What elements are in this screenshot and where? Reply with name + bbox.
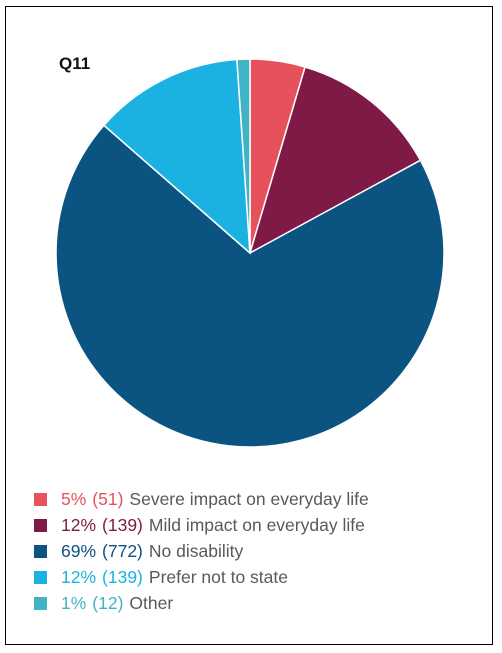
pie-slice-no-disability <box>55 124 445 448</box>
legend-swatch-prefer-not <box>34 570 47 584</box>
legend-count-no-disability: (772) <box>102 541 143 561</box>
legend-percent-no-disability: 69% <box>61 541 97 561</box>
legend-label-mild: Mild impact on everyday life <box>148 515 365 535</box>
legend-label-other: Other <box>129 593 174 613</box>
legend-swatch-other <box>34 596 47 610</box>
legend-item-mild: 12% (139) Mild impact on everyday life <box>34 512 494 538</box>
legend-swatch-no-disability <box>34 544 47 558</box>
legend-label-severe: Severe impact on everyday life <box>129 489 369 509</box>
legend-label-prefer-not: Prefer not to state <box>148 567 288 587</box>
legend-swatch-mild <box>34 518 47 532</box>
legend-label-no-disability: No disability <box>148 541 244 561</box>
legend-percent-mild: 12% <box>61 515 97 535</box>
legend-count-other: (12) <box>92 593 124 613</box>
legend-percent-other: 1% <box>61 593 87 613</box>
legend-count-prefer-not: (139) <box>102 567 143 587</box>
legend-item-prefer-not: 12% (139) Prefer not to state <box>34 564 494 590</box>
legend-percent-prefer-not: 12% <box>61 567 97 587</box>
legend-item-severe: 5% (51) Severe impact on everyday life <box>34 486 494 512</box>
legend-item-other: 1% (12) Other <box>34 590 494 616</box>
pie-slice-other <box>236 58 251 254</box>
pie-slice-prefer-not <box>102 58 251 255</box>
chart-title: Q11 <box>59 54 91 73</box>
legend-count-severe: (51) <box>92 489 124 509</box>
legend-item-no-disability: 69% (772) No disability <box>34 538 494 564</box>
pie-slice-mild <box>248 66 422 255</box>
legend-percent-severe: 5% <box>61 489 87 509</box>
legend-count-mild: (139) <box>102 515 143 535</box>
legend-swatch-severe <box>34 492 47 506</box>
legend: 5% (51) Severe impact on everyday life 1… <box>34 486 494 616</box>
